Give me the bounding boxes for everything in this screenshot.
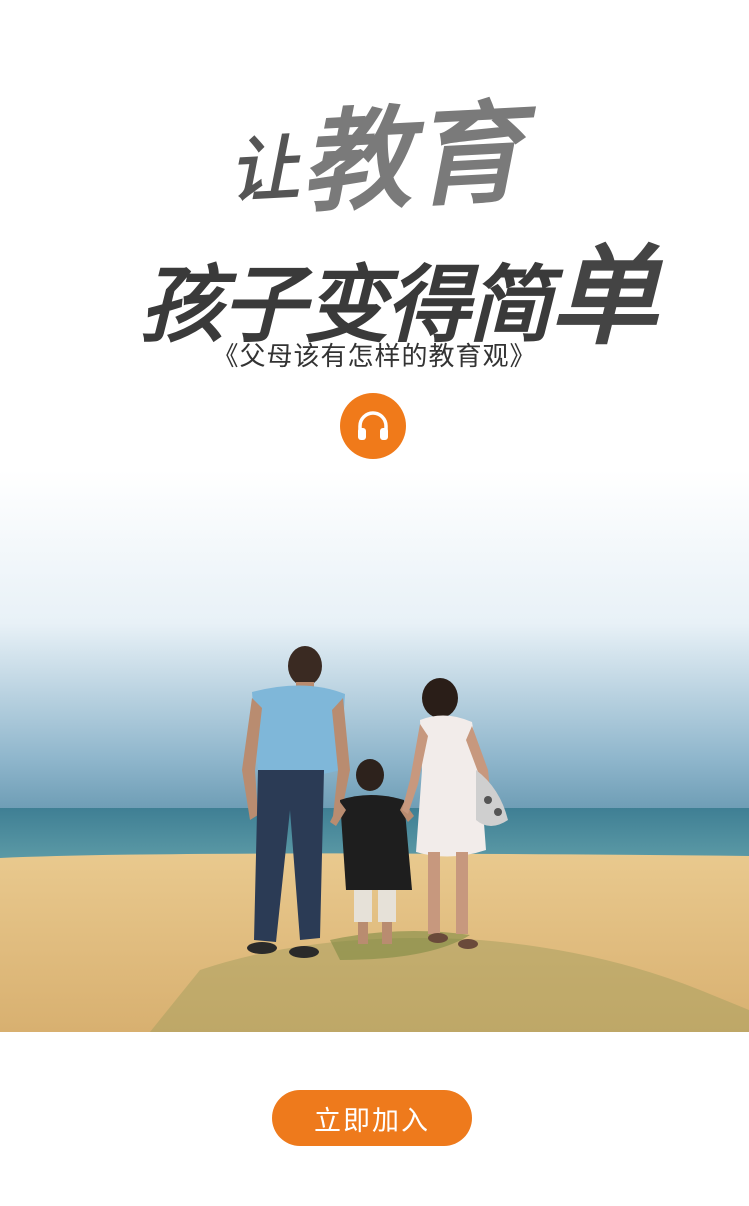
family-beach-illustration bbox=[0, 470, 749, 1032]
audio-play-button[interactable] bbox=[340, 393, 406, 459]
subtitle: 《父母该有怎样的教育观》 bbox=[212, 342, 537, 372]
headline-line-2-main: 孩子变得简 bbox=[140, 255, 552, 354]
headline-line-2-end: 单 bbox=[550, 234, 658, 360]
headline-line-2: 孩子变得简单 bbox=[140, 210, 658, 366]
father-figure bbox=[242, 646, 350, 958]
headline-line-1-prefix: 让 bbox=[226, 126, 303, 213]
family-beach-photo bbox=[0, 470, 749, 1032]
join-now-button[interactable]: 立即加入 bbox=[272, 1090, 472, 1146]
mother-figure bbox=[402, 678, 508, 949]
headline: 让教育 孩子变得简单 bbox=[0, 50, 749, 360]
headline-line-1-main: 教育 bbox=[297, 87, 528, 228]
headphones-icon bbox=[358, 411, 388, 440]
